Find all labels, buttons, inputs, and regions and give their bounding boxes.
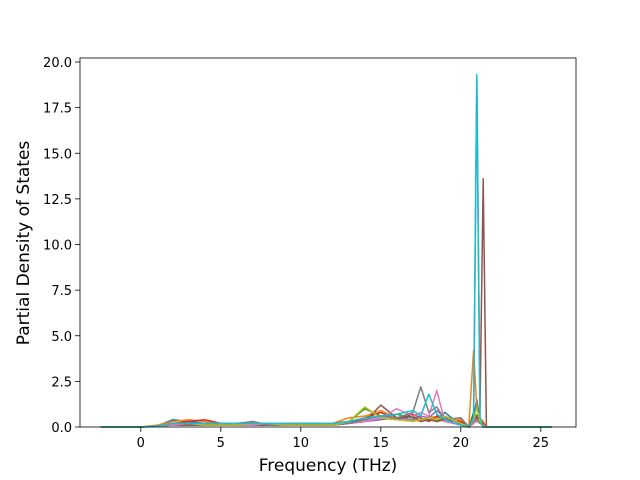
plot-frame bbox=[79, 57, 577, 428]
x-tick-label: 10 bbox=[293, 436, 310, 451]
dos-line bbox=[100, 74, 552, 428]
y-tick-label: 15.0 bbox=[43, 147, 72, 162]
x-tick-label: 5 bbox=[217, 436, 225, 451]
y-axis-label: Partial Density of States bbox=[14, 141, 34, 346]
x-axis-label: Frequency (THz) bbox=[259, 456, 398, 476]
y-tick-label: 2.5 bbox=[51, 375, 72, 390]
y-tick-label: 12.5 bbox=[43, 193, 72, 208]
x-tick-label: 20 bbox=[453, 436, 470, 451]
dos-line bbox=[100, 406, 552, 428]
x-tick-label: 15 bbox=[373, 436, 390, 451]
x-tick-label: 25 bbox=[533, 436, 550, 451]
dos-line bbox=[100, 178, 552, 428]
dos-line bbox=[100, 349, 552, 428]
y-tick-label: 7.5 bbox=[51, 284, 72, 299]
y-tick-label: 10.0 bbox=[43, 239, 72, 254]
y-tick-label: 5.0 bbox=[51, 330, 72, 345]
y-tick-label: 17.5 bbox=[43, 102, 72, 117]
y-tick-label: 0.0 bbox=[51, 421, 72, 436]
x-tick-label: 0 bbox=[137, 436, 145, 451]
y-tick-label: 20.0 bbox=[43, 56, 72, 71]
